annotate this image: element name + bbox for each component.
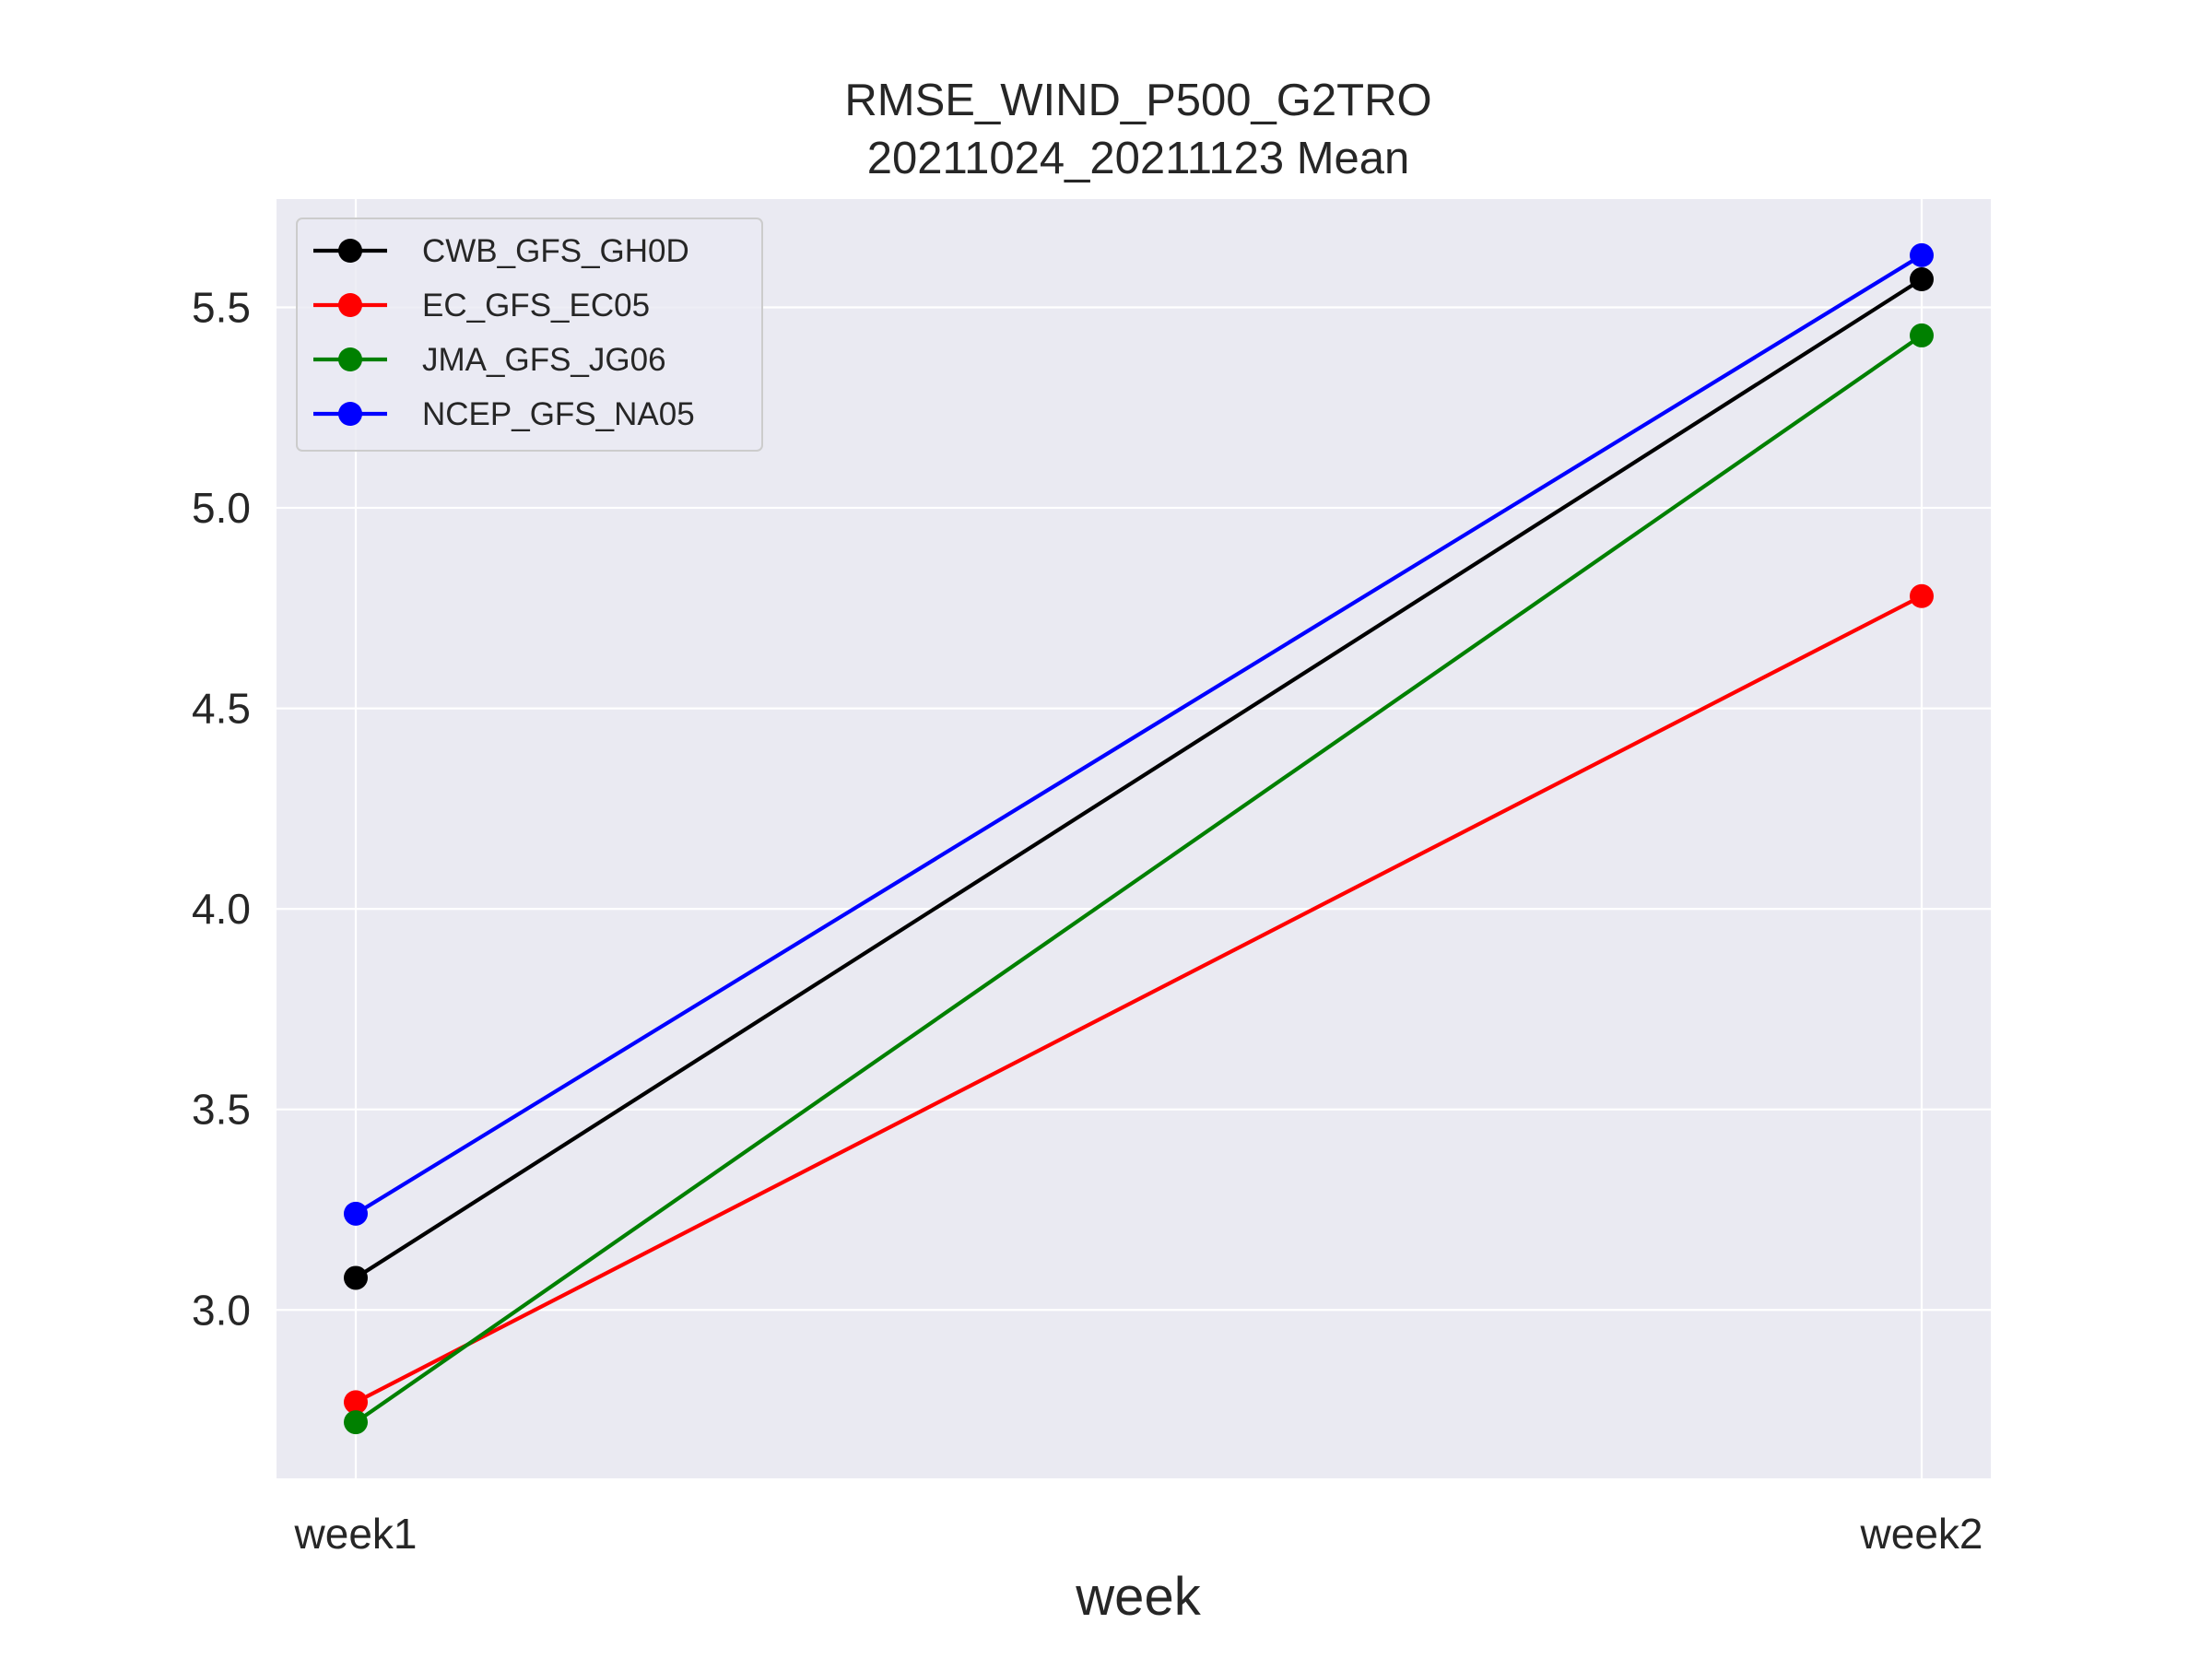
legend-marker (338, 293, 362, 317)
legend-items: CWB_GFS_GH0D EC_GFS_EC05 JMA_GFS_JG06 NCEP_… (313, 233, 695, 432)
data-point (344, 1201, 368, 1226)
y-tick-labels: 3.0 3.5 4.0 4.5 5.0 5.5 (192, 283, 251, 1334)
legend-item: NCEP_GFS_NA05 (313, 396, 695, 432)
x-axis-label: week (1075, 1567, 1201, 1627)
legend-item: EC_GFS_EC05 (313, 288, 650, 324)
data-point (1910, 267, 1934, 292)
legend-label: CWB_GFS_GH0D (422, 233, 689, 269)
chart-subtitle: 20211024_20211123 Mean (867, 134, 1410, 183)
series-line (354, 253, 1924, 1216)
series-EC_GFS_EC05 (344, 583, 1934, 1415)
legend-marker (338, 347, 362, 371)
data-point (1910, 583, 1934, 608)
data-point (344, 1390, 368, 1415)
x-tick-label: week1 (294, 1510, 418, 1558)
series-NCEP_GFS_NA05 (344, 242, 1934, 1226)
series-lines (344, 242, 1934, 1435)
legend-label: JMA_GFS_JG06 (422, 342, 666, 378)
data-point (1910, 242, 1934, 267)
legend-label: EC_GFS_EC05 (422, 288, 650, 324)
y-tick-label: 5.0 (192, 484, 251, 532)
grid-lines (276, 199, 1991, 1478)
data-point (1910, 323, 1934, 347)
y-tick-label: 5.5 (192, 283, 251, 331)
y-tick-label: 4.5 (192, 685, 251, 733)
y-tick-label: 4.0 (192, 885, 251, 933)
legend-marker (338, 239, 362, 263)
y-tick-label: 3.5 (192, 1086, 251, 1134)
series-JMA_GFS_JG06 (344, 323, 1934, 1435)
series-line (355, 594, 1923, 1405)
legend-marker (338, 402, 362, 426)
data-point (344, 1410, 368, 1435)
legend-frame (296, 218, 763, 452)
legend-item: CWB_GFS_GH0D (313, 233, 689, 269)
series-line (354, 277, 1924, 1280)
legend: CWB_GFS_GH0D EC_GFS_EC05 JMA_GFS_JG06 NCEP_… (296, 218, 763, 452)
y-tick-label: 3.0 (192, 1286, 251, 1334)
legend-item: JMA_GFS_JG06 (313, 342, 666, 378)
series-CWB_GFS_GH0D (344, 267, 1934, 1290)
x-tick-label: week2 (1860, 1510, 1983, 1558)
series-line (354, 334, 1924, 1424)
chart-title: RMSE_WIND_P500_G2TRO (844, 76, 1431, 125)
legend-label: NCEP_GFS_NA05 (422, 396, 695, 432)
data-point (344, 1265, 368, 1290)
x-tick-labels: week1 week2 (294, 1510, 1983, 1558)
